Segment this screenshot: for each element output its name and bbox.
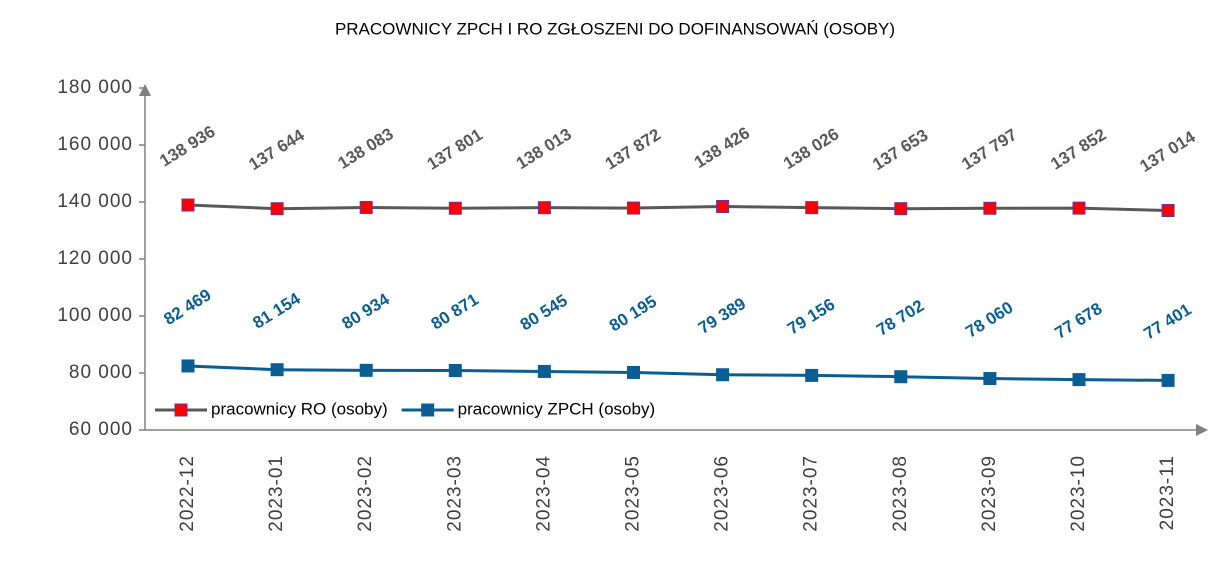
- y-axis-arrow: [139, 84, 151, 96]
- marker: [894, 202, 908, 216]
- data-label: 137 653: [869, 125, 931, 174]
- x-tick-label: 2023-08: [890, 455, 911, 532]
- marker: [359, 363, 373, 377]
- marker: [448, 364, 462, 378]
- marker: [805, 201, 819, 215]
- data-label: 77 401: [1140, 300, 1194, 344]
- data-label: 78 060: [962, 298, 1016, 342]
- y-tick-label: 80 000: [69, 362, 133, 383]
- data-label: 81 154: [249, 289, 304, 333]
- marker: [983, 372, 997, 386]
- x-tick-label: 2023-09: [979, 455, 1000, 532]
- marker: [627, 365, 640, 379]
- data-label: 138 013: [513, 124, 575, 173]
- legend-marker: [421, 403, 435, 417]
- marker: [270, 202, 284, 216]
- marker: [716, 199, 730, 213]
- marker: [1161, 204, 1175, 218]
- data-label: 79 389: [695, 294, 749, 338]
- marker: [181, 198, 195, 212]
- x-tick-label: 2023-02: [355, 455, 376, 532]
- data-label: 80 545: [517, 291, 571, 335]
- marker: [894, 370, 908, 384]
- chart-title: PRACOWNICY ZPCH I RO ZGŁOSZENI DO DOFINA…: [335, 19, 895, 38]
- x-tick-label: 2023-06: [712, 455, 733, 532]
- y-tick-label: 100 000: [57, 305, 133, 326]
- data-label: 82 469: [160, 285, 214, 329]
- marker: [716, 368, 730, 382]
- data-label: 77 678: [1051, 299, 1105, 343]
- marker: [983, 201, 997, 215]
- x-tick-label: 2023-03: [444, 455, 465, 532]
- data-label: 80 934: [339, 289, 394, 333]
- series-line: [187, 203, 1169, 213]
- data-label: 138 026: [780, 124, 842, 173]
- data-label: 80 195: [606, 292, 660, 336]
- data-label: 137 797: [958, 125, 1020, 174]
- legend-marker: [174, 403, 188, 417]
- data-label: 79 156: [784, 295, 838, 339]
- y-tick-label: 180 000: [57, 77, 133, 98]
- data-label: 137 014: [1136, 127, 1199, 176]
- y-tick-label: 160 000: [57, 134, 133, 155]
- marker: [1072, 201, 1086, 215]
- x-tick-label: 2023-05: [623, 455, 644, 532]
- y-tick-label: 140 000: [57, 191, 133, 212]
- marker: [537, 364, 551, 378]
- y-tick-label: 60 000: [69, 419, 133, 440]
- marker: [270, 363, 284, 377]
- data-label: 78 702: [873, 296, 927, 340]
- x-tick-label: 2022-12: [177, 455, 198, 532]
- data-label: 138 426: [691, 123, 753, 172]
- data-label: 137 872: [602, 125, 664, 174]
- marker: [1161, 373, 1175, 387]
- marker: [448, 201, 462, 215]
- marker: [805, 368, 819, 382]
- legend-label: pracownicy RO (osoby): [211, 399, 388, 418]
- data-label: 137 801: [424, 125, 486, 174]
- y-tick-label: 120 000: [57, 248, 133, 269]
- series-line: [187, 364, 1169, 382]
- data-label: 138 083: [335, 124, 397, 173]
- x-tick-label: 2023-11: [1157, 455, 1178, 530]
- marker: [537, 201, 551, 215]
- data-label: 80 871: [428, 290, 482, 334]
- data-label: 138 936: [156, 122, 218, 171]
- marker: [359, 200, 373, 214]
- marker: [181, 359, 195, 373]
- data-label: 137 644: [245, 125, 308, 174]
- legend-label: pracownicy ZPCH (osoby): [458, 399, 655, 418]
- x-tick-label: 2023-10: [1068, 455, 1089, 532]
- marker: [1072, 373, 1086, 387]
- x-tick-label: 2023-04: [533, 455, 554, 532]
- x-axis-arrow: [1196, 424, 1208, 436]
- marker: [627, 201, 640, 215]
- x-tick-label: 2023-07: [801, 455, 822, 532]
- data-label: 137 852: [1047, 125, 1109, 174]
- x-tick-label: 2023-01: [266, 455, 287, 532]
